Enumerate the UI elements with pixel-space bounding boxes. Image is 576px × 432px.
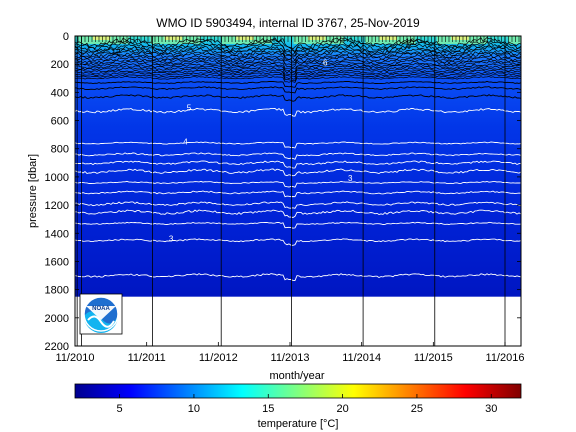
surface-hot-patch (523, 36, 541, 40)
isotherm-label: 5 (187, 104, 192, 113)
isotherm-line (75, 107, 521, 117)
isotherm-line (75, 60, 521, 70)
isotherm-line (75, 45, 521, 57)
y-tick-label: 800 (51, 144, 69, 156)
x-tick-label: 11/2010 (56, 352, 95, 364)
isotherm-lines (75, 37, 521, 281)
isotherm-line (75, 80, 521, 88)
colorbar-tick-label: 30 (485, 403, 497, 415)
surface-hot-patch (92, 36, 111, 40)
isotherm-line (75, 54, 521, 64)
isotherm-label: 4 (183, 138, 188, 147)
isotherm-label: 16 (405, 37, 414, 46)
isotherm-line (75, 152, 521, 160)
isotherm-line (75, 221, 521, 229)
isotherm-label: 3 (169, 235, 174, 244)
x-tick-label: 11/2013 (271, 352, 310, 364)
isotherm-line (75, 69, 521, 78)
noaa-logo-text: NOAA (92, 306, 110, 312)
colorbar-tick-label: 20 (336, 403, 348, 415)
x-tick-label: 11/2011 (128, 352, 166, 364)
surface-hot-patch (307, 36, 326, 40)
isotherm-line (75, 160, 521, 169)
y-tick-label: 400 (51, 87, 69, 99)
isotherm-line (75, 37, 521, 50)
isotherm-line (75, 141, 521, 149)
isotherm-label: 6 (323, 59, 328, 68)
y-tick-label: 1400 (45, 228, 69, 240)
colorbar (74, 383, 522, 399)
y-tick-label: 600 (51, 116, 69, 128)
y-tick-label: 1000 (45, 172, 69, 184)
y-tick-label: 2200 (45, 341, 69, 353)
colorbar-tick-label: 5 (117, 403, 123, 415)
colorbar-axis: 5 10 15 20 25 30 (117, 394, 497, 415)
surface-hot-patch (379, 36, 398, 40)
isotherm-line (75, 56, 521, 66)
surface-warm-layer (78, 36, 541, 44)
y-tick-label: 200 (51, 59, 69, 71)
x-axis-label: month/year (269, 370, 324, 382)
isotherm-line (75, 168, 521, 177)
isotherm-label: 12 (112, 47, 121, 56)
x-tick-label: 11/2014 (342, 352, 381, 364)
isotherm-labels: 12 16 6 5 4 3 3 (112, 37, 415, 243)
isotherm-line (75, 67, 521, 76)
isotherm-line (75, 94, 521, 102)
noaa-logo: NOAA (79, 293, 123, 335)
y-tick-label: 0 (63, 31, 69, 43)
isotherm-line (75, 41, 521, 54)
isotherm-line (75, 71, 521, 80)
y-tick-label: 1200 (45, 200, 69, 212)
x-tick-label: 11/2012 (199, 352, 238, 364)
y-axis-label: pressure [dbar] (27, 154, 39, 228)
surface-hot-patch (451, 36, 469, 40)
isotherm-line (75, 63, 521, 72)
plot-frame (74, 35, 522, 347)
colorbar-tick-label: 25 (411, 403, 423, 415)
x-tick-label: 11/2015 (414, 352, 453, 364)
isotherm-line (75, 73, 521, 82)
x-tick-label: 11/2016 (486, 352, 525, 364)
isotherm-line (75, 76, 521, 83)
isotherm-line (75, 43, 521, 56)
isotherm-line (75, 190, 521, 198)
colorbar-tick-label: 10 (188, 403, 200, 415)
y-tick-label: 2000 (45, 313, 69, 325)
surface-warm-patch (508, 36, 521, 44)
isotherm-line (75, 238, 521, 246)
chart-title: WMO ID 5903494, internal ID 3767, 25-Nov… (156, 16, 420, 30)
isotherm-line (75, 180, 521, 188)
colorbar-tick-label: 15 (262, 403, 274, 415)
isotherm-line (75, 86, 521, 94)
isotherm-label: 3 (348, 174, 353, 183)
surface-hot-patch (236, 36, 254, 40)
isotherm-line (75, 52, 521, 63)
profile-markers (77, 36, 520, 42)
colorbar-label: temperature [°C] (258, 418, 339, 430)
isotherm-line (75, 273, 521, 281)
y-tick-label: 1800 (45, 285, 69, 297)
y-axis: 0 200 400 600 800 1000 1200 1400 1600 1800 2000 220… (45, 31, 521, 353)
isotherm-line (75, 201, 521, 209)
x-axis: 11/2010 11/2011 11/2012 11/2013 11/2014 11/20… (56, 342, 525, 364)
isotherm-line (75, 65, 521, 74)
isotherm-line (75, 47, 521, 57)
isotherm-line (75, 209, 521, 218)
isotherm-line (75, 39, 521, 53)
temperature-field (75, 36, 521, 297)
y-tick-label: 1600 (45, 256, 69, 268)
surface-hot-patch (164, 36, 183, 40)
